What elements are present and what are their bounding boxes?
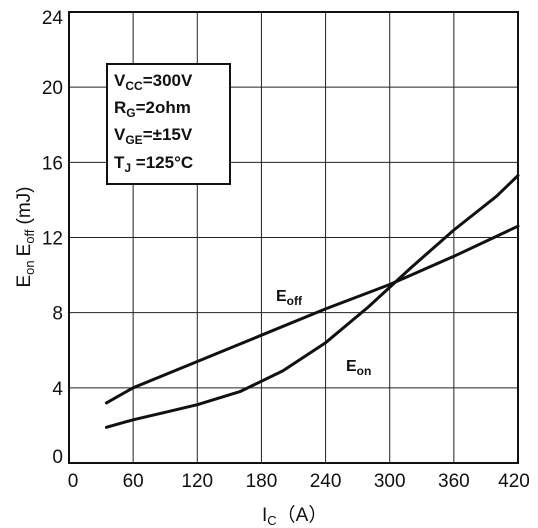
- x-axis-label: IC（A）: [262, 504, 327, 528]
- x-tick-label: 60: [123, 471, 144, 492]
- condition-rg: RG=2ohm: [114, 98, 191, 120]
- y-tick-label: 4: [52, 379, 63, 400]
- eoff-curve-label: Eoff: [276, 288, 303, 308]
- conditions-box: VCC=300V RG=2ohm VGE=±15V TJ =125°C: [107, 64, 230, 184]
- x-tick-label: 180: [246, 471, 278, 492]
- y-tick-label: 8: [52, 304, 63, 325]
- eoff-curve: [106, 226, 518, 403]
- y-axis-label: EonEoff(mJ): [14, 186, 37, 287]
- y-tick-label: 12: [42, 229, 63, 250]
- eon-curve: [106, 176, 518, 428]
- y-tick-label: 20: [42, 78, 63, 99]
- y-tick-label: 24: [42, 8, 64, 29]
- x-tick-label: 420: [498, 471, 530, 492]
- x-tick-label: 360: [438, 471, 470, 492]
- x-tick-label: 300: [374, 471, 406, 492]
- x-tick-labels: 0 60 120 180 240 300 360 420: [68, 471, 530, 492]
- y-tick-label: 0: [52, 447, 63, 468]
- x-tick-label: 120: [181, 471, 213, 492]
- y-tick-label: 16: [42, 153, 63, 174]
- x-tick-label: 0: [68, 471, 79, 492]
- curves: [106, 176, 518, 428]
- x-tick-label: 240: [310, 471, 342, 492]
- y-tick-labels: 0 4 8 12 16 20 24: [42, 8, 64, 468]
- eon-curve-label: Eon: [346, 358, 371, 378]
